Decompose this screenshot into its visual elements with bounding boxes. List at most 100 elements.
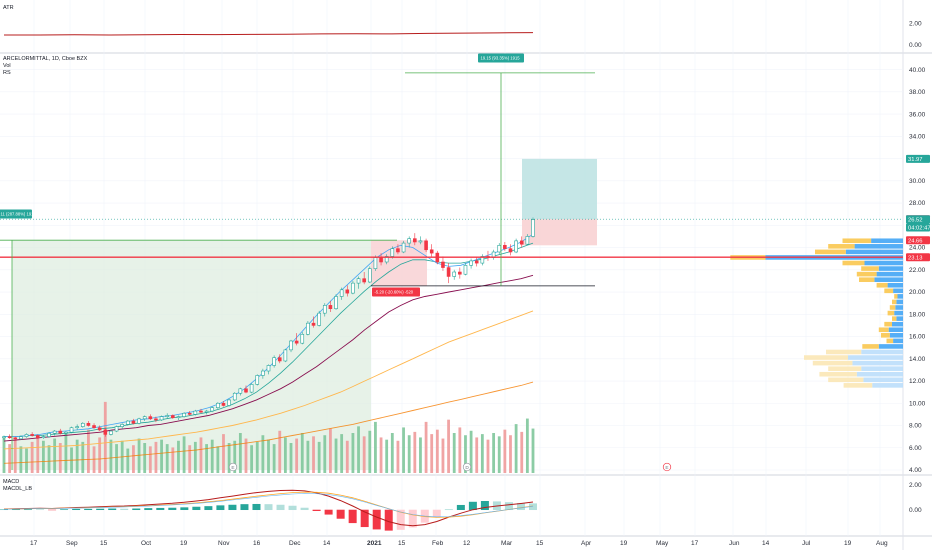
atr-pane[interactable]: ATR 2.00 0.00 (3, 5, 922, 49)
price-tick-label: 14.00 (909, 356, 926, 363)
candle-body (2, 436, 6, 439)
volume-bar (435, 429, 439, 473)
indicator-label-vol[interactable]: Vol (3, 63, 11, 69)
time-tick-label: 2021 (367, 540, 382, 547)
candle-body (199, 410, 203, 413)
candle-body (92, 425, 96, 429)
volume-bar (362, 436, 366, 473)
volume-profile-bar-blue (845, 249, 903, 255)
price-tick-label: 8.00 (909, 423, 922, 430)
time-tick-label: 17 (30, 540, 38, 547)
volume-bar (452, 433, 456, 473)
macd-histogram-bar (144, 508, 153, 511)
volume-profile-bar-yellow (876, 282, 888, 288)
volume-bar (492, 433, 496, 473)
volume-bar (407, 435, 411, 473)
volume-bar (283, 437, 287, 473)
volume-bar (222, 434, 225, 473)
candle-body (351, 282, 355, 294)
macd-histogram-bar (276, 504, 285, 511)
volume-profile-bar-blue (852, 360, 903, 366)
volume-bar (385, 439, 389, 473)
candle-body (159, 416, 164, 421)
event-marker-label: E (231, 465, 234, 471)
event-marker-circle (462, 462, 472, 472)
macd-histogram-bar (228, 504, 237, 511)
candle-body (154, 418, 158, 421)
price-pane[interactable]: 19.15 (93.35%) 1915 -5.20 (-20.60%) -520… (0, 53, 931, 475)
symbol-line[interactable]: ARCELORMITTAL, 1D, Cboe BZX (3, 56, 88, 62)
candle-body (137, 418, 141, 424)
price-badge-bg (906, 253, 930, 262)
macd-tick-label: 2.00 (909, 482, 922, 489)
macd-histogram-bar (312, 509, 321, 512)
price-badge: 04:02:47 (908, 226, 931, 232)
candle-body (227, 399, 231, 406)
measure-label-red[interactable]: -5.20 (-20.60%) -520 (372, 287, 420, 297)
candle-body (266, 365, 271, 372)
measure-label-left[interactable]: 11 (287.88%) 1911 (0, 209, 36, 219)
volume-bar (351, 433, 355, 473)
moving-average-slow (3, 274, 534, 442)
volume-profile-bar-blue (854, 244, 903, 249)
candle-body (187, 412, 192, 415)
macd-histogram-bar (468, 501, 477, 511)
time-tick-label: Apr (581, 540, 592, 547)
volume-bar (233, 440, 237, 473)
candle-body (148, 416, 153, 420)
volume-profile-bar-yellow (884, 288, 894, 294)
candle-body (193, 410, 198, 415)
macd-label: MACD (3, 479, 19, 485)
volume-bar (177, 440, 180, 473)
time-axis[interactable]: 17 Sep 15 Oct 19 Nov 16 Dec 14 2021 15 Feb 12 Mar 15 Ap… (30, 540, 888, 547)
macd-histogram-bar (120, 508, 129, 511)
volume-bar (368, 430, 372, 473)
measure-label-top[interactable]: 19.15 (93.35%) 1915 (478, 53, 524, 63)
time-tick-label: 17 (691, 540, 699, 547)
candle-body (35, 435, 40, 439)
volume-bar (137, 438, 141, 473)
time-tick-label: Jun (729, 540, 740, 547)
candle-body (519, 240, 524, 245)
volume-bar (115, 444, 118, 473)
candle-body (47, 432, 51, 437)
price-tick-label: 36.00 (909, 111, 926, 118)
target-zone[interactable] (522, 158, 597, 220)
macd-pane[interactable]: MACD MACDL_LB 2.00 0.00 (0, 479, 922, 531)
volume-bar (64, 433, 68, 473)
volume-profile-bar-blue (895, 305, 903, 310)
macd-histogram-bar (156, 507, 165, 511)
candle-body (446, 267, 451, 277)
macd-histogram-bar (360, 509, 369, 528)
candle-body (401, 242, 406, 253)
volume-profile-bar-yellow (861, 266, 879, 271)
macd-histogram-bar (504, 502, 513, 511)
volume-profile-bar-yellow (815, 249, 846, 255)
candle-body (429, 249, 434, 254)
volume-bar (317, 441, 321, 473)
volume-bar (520, 431, 524, 473)
candle-body (311, 322, 316, 326)
candle-body (407, 238, 411, 244)
volume-bar (480, 434, 484, 473)
macd-histogram-bar (348, 509, 357, 524)
volume-bar (132, 445, 135, 473)
volume-profile-bar-blue (861, 349, 903, 355)
candle-body (373, 257, 378, 269)
volume-profile-bar-blue (872, 383, 903, 388)
candle-body (306, 322, 310, 335)
candle-body (418, 240, 423, 243)
volume-profile-bar-yellow (819, 371, 857, 377)
event-marker-circle (662, 462, 672, 472)
time-tick-label: 14 (762, 540, 770, 547)
candle-body (497, 245, 502, 253)
volume-profile-bar-yellow (812, 360, 853, 366)
candle-body (424, 240, 428, 251)
candle-body (30, 434, 34, 436)
volume-bar (160, 439, 163, 473)
indicator-label-rs[interactable]: RS (3, 70, 11, 76)
